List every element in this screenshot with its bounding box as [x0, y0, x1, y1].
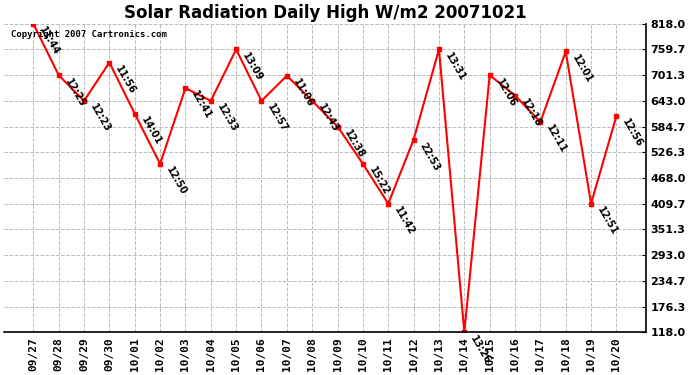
Text: 12:33: 12:33 [215, 102, 239, 134]
Text: 12:01: 12:01 [570, 53, 594, 85]
Text: 12:18: 12:18 [519, 97, 544, 129]
Text: 11:42: 11:42 [393, 205, 417, 237]
Text: 12:50: 12:50 [164, 165, 188, 197]
Text: 15:22: 15:22 [367, 165, 391, 197]
Text: 12:23: 12:23 [88, 102, 112, 134]
Text: 12:06: 12:06 [494, 76, 518, 108]
Title: Solar Radiation Daily High W/m2 20071021: Solar Radiation Daily High W/m2 20071021 [124, 4, 526, 22]
Text: 14:01: 14:01 [139, 115, 163, 147]
Text: 13:26: 13:26 [469, 334, 493, 366]
Text: 12:56: 12:56 [620, 117, 644, 149]
Text: 11:56: 11:56 [114, 64, 138, 96]
Text: 11:44: 11:44 [37, 25, 61, 57]
Text: 12:11: 12:11 [544, 123, 569, 155]
Text: 12:25: 12:25 [63, 76, 87, 108]
Text: 12:38: 12:38 [342, 128, 366, 160]
Text: Copyright 2007 Cartronics.com: Copyright 2007 Cartronics.com [10, 30, 166, 39]
Text: 11:06: 11:06 [291, 77, 315, 109]
Text: 12:57: 12:57 [266, 102, 290, 134]
Text: 13:31: 13:31 [443, 51, 467, 82]
Text: 22:53: 22:53 [417, 141, 442, 173]
Text: 13:09: 13:09 [240, 51, 264, 82]
Text: 12:41: 12:41 [190, 90, 214, 121]
Text: 12:51: 12:51 [595, 205, 620, 237]
Text: 12:43: 12:43 [317, 102, 341, 134]
